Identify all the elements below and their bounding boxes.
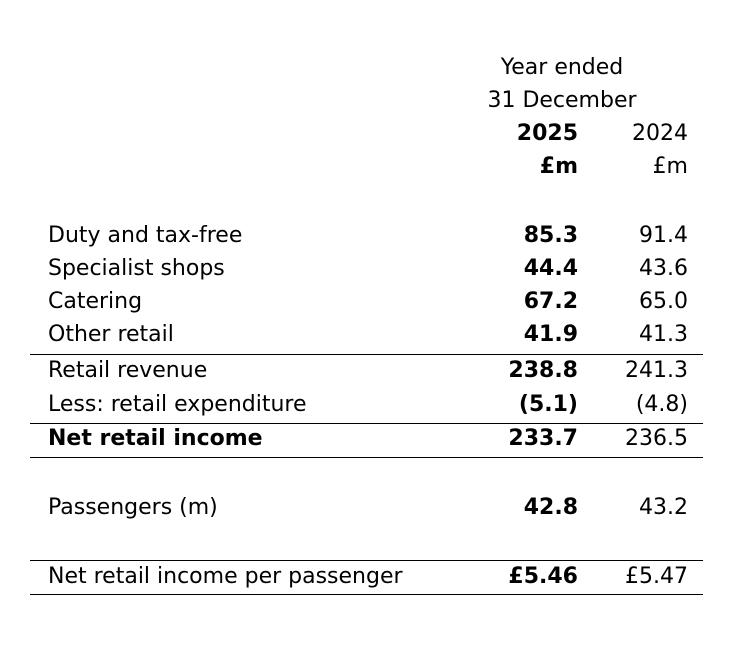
row-value-prior: 91.4	[639, 223, 688, 248]
row-value-prior: 43.2	[639, 495, 688, 520]
header-unit-current: £m	[539, 154, 578, 179]
row-value-current: 85.3	[523, 223, 578, 248]
row-value-prior: 241.3	[625, 358, 688, 383]
row-label-retail-expenditure: Less: retail expenditure	[48, 392, 307, 417]
divider-rule	[30, 354, 703, 355]
divider-rule	[30, 457, 703, 458]
row-value-current: £5.46	[508, 564, 578, 589]
header-year-ended: Year ended	[500, 55, 624, 80]
row-value-prior: 236.5	[625, 426, 688, 451]
row-value-current: 67.2	[523, 289, 578, 314]
row-label-specialist-shops: Specialist shops	[48, 256, 225, 281]
row-label-duty-tax-free: Duty and tax-free	[48, 223, 243, 248]
header-unit-prior: £m	[652, 154, 688, 179]
row-label-catering: Catering	[48, 289, 143, 314]
row-value-prior: 43.6	[639, 256, 688, 281]
row-value-prior: (4.8)	[635, 392, 688, 417]
divider-rule	[30, 560, 703, 561]
row-label-passengers: Passengers (m)	[48, 495, 218, 520]
header-date: 31 December	[487, 88, 637, 113]
header-year-prior: 2024	[632, 121, 688, 146]
row-label-net-retail-income: Net retail income	[48, 426, 263, 451]
header-year-current: 2025	[516, 121, 578, 146]
row-value-current: 233.7	[508, 426, 578, 451]
row-value-current: 42.8	[523, 495, 578, 520]
row-label-income-per-passenger: Net retail income per passenger	[48, 564, 403, 589]
divider-rule	[30, 423, 703, 424]
row-label-other-retail: Other retail	[48, 322, 174, 347]
row-value-current: (5.1)	[518, 392, 578, 417]
row-value-current: 41.9	[523, 322, 578, 347]
row-value-current: 44.4	[523, 256, 578, 281]
divider-rule	[30, 594, 703, 595]
row-label-retail-revenue: Retail revenue	[48, 358, 208, 383]
row-value-prior: 41.3	[639, 322, 688, 347]
row-value-current: 238.8	[508, 358, 578, 383]
row-value-prior: £5.47	[625, 564, 688, 589]
row-value-prior: 65.0	[639, 289, 688, 314]
